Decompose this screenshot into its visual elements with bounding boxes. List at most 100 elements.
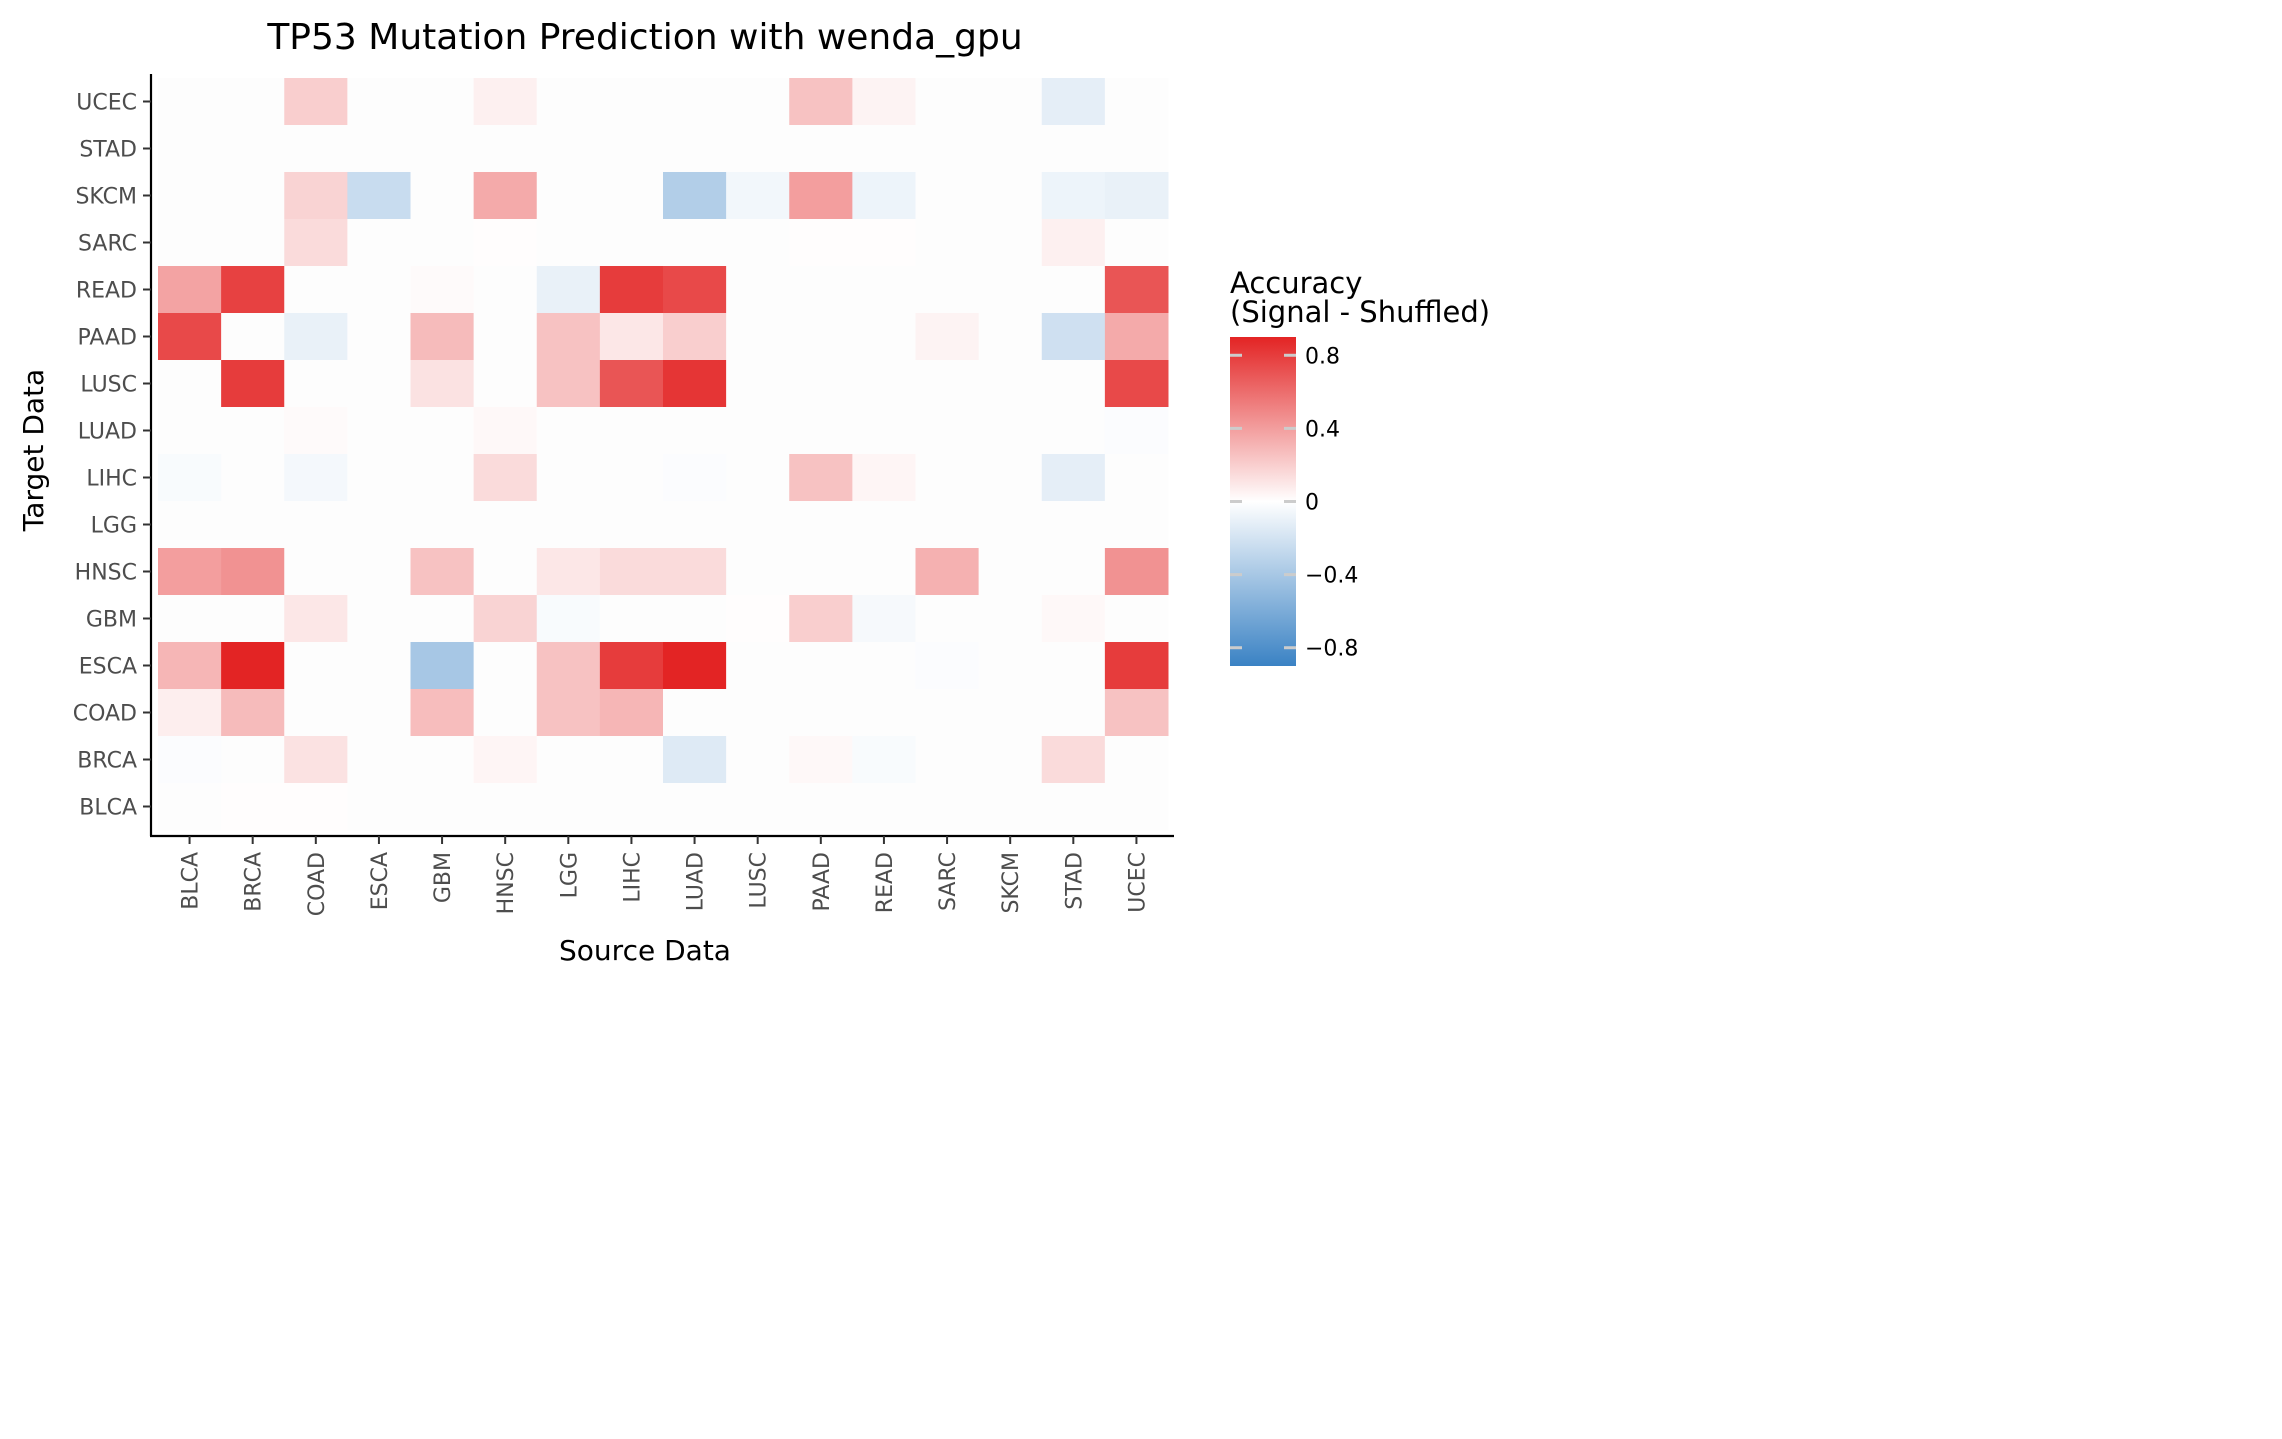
heatmap-cell-hnsc-luad: [663, 548, 727, 596]
y-tick-label: BRCA: [77, 749, 137, 774]
heatmap-cell-brca-hnsc: [473, 736, 538, 784]
y-ticks: UCEC STAD SKCM SARC READ PAAD LUSC LUAD LIHC LGG H…: [73, 91, 151, 821]
heatmap-cell-read-gbm: [410, 266, 475, 314]
heatmap-cell-stad-coad: [284, 125, 348, 173]
heatmap-cell-lusc-brca: [221, 360, 285, 408]
heatmap-cell-stad-read: [852, 125, 916, 173]
heatmap-cell-coad-gbm: [410, 689, 475, 737]
heatmap-cell-blca-hnsc: [473, 783, 538, 831]
heatmap-cell-sarc-sarc: [915, 219, 980, 267]
heatmap-cell-coad-lihc: [599, 689, 664, 737]
heatmap-cell-esca-ucec: [1104, 642, 1169, 690]
legend-tick-label: 0.8: [1305, 344, 1340, 369]
heatmap-cell-luad-hnsc: [473, 407, 538, 455]
heatmap-cell-brca-lgg: [536, 736, 601, 784]
heatmap-cell-sarc-lgg: [536, 219, 601, 267]
heatmap-cell-coad-stad: [1041, 689, 1106, 737]
heatmap-cell-coad-lgg: [536, 689, 601, 737]
heatmap-cell-blca-ucec: [1104, 783, 1169, 831]
heatmap-cell-hnsc-lusc: [726, 548, 790, 596]
heatmap-cell-esca-stad: [1041, 642, 1106, 690]
heatmap-cell-gbm-read: [852, 595, 916, 643]
heatmap-cell-lgg-skcm: [978, 501, 1043, 549]
heatmap-cell-esca-gbm: [410, 642, 475, 690]
y-tick-label: PAAD: [77, 326, 137, 351]
heatmap-cell-lgg-coad: [284, 501, 348, 549]
heatmap-cells: [158, 78, 1169, 831]
heatmap-cell-esca-blca: [158, 642, 222, 690]
heatmap-cell-skcm-lihc: [599, 172, 664, 220]
heatmap-cell-lgg-esca: [347, 501, 411, 549]
heatmap-cell-skcm-hnsc: [473, 172, 538, 220]
heatmap-cell-coad-luad: [663, 689, 727, 737]
heatmap-cell-sarc-gbm: [410, 219, 475, 267]
heatmap-cell-gbm-coad: [284, 595, 348, 643]
heatmap-cell-esca-lusc: [726, 642, 790, 690]
heatmap-cell-sarc-brca: [221, 219, 285, 267]
heatmap-cell-gbm-esca: [347, 595, 411, 643]
heatmap-cell-stad-stad: [1041, 125, 1106, 173]
heatmap-cell-stad-lihc: [599, 125, 664, 173]
heatmap-cell-lgg-luad: [663, 501, 727, 549]
heatmap-cell-brca-ucec: [1104, 736, 1169, 784]
heatmap-cell-brca-brca: [221, 736, 285, 784]
heatmap-cell-stad-luad: [663, 125, 727, 173]
x-tick-label: LUSC: [747, 852, 772, 909]
heatmap-cell-lihc-ucec: [1104, 454, 1169, 502]
x-ticks: BLCA BRCA COAD ESCA GBM HNSC LGG LIHC LUAD LUSC PA…: [179, 836, 1150, 916]
heatmap-cell-lihc-read: [852, 454, 916, 502]
heatmap-cell-hnsc-gbm: [410, 548, 475, 596]
legend-title-line2: (Signal - Shuffled): [1230, 295, 1490, 329]
heatmap-cell-lgg-lgg: [536, 501, 601, 549]
heatmap-cell-brca-esca: [347, 736, 411, 784]
heatmap-cell-brca-coad: [284, 736, 348, 784]
heatmap-cell-skcm-lusc: [726, 172, 790, 220]
heatmap-cell-skcm-esca: [347, 172, 411, 220]
heatmap-cell-brca-stad: [1041, 736, 1106, 784]
x-tick-label: UCEC: [1125, 852, 1150, 913]
heatmap-cell-hnsc-skcm: [978, 548, 1043, 596]
heatmap-cell-gbm-ucec: [1104, 595, 1169, 643]
heatmap-cell-gbm-skcm: [978, 595, 1043, 643]
heatmap-cell-paad-gbm: [410, 313, 475, 361]
heatmap-cell-skcm-luad: [663, 172, 727, 220]
heatmap-cell-ucec-stad: [1041, 78, 1106, 126]
heatmap-cell-stad-ucec: [1104, 125, 1169, 173]
y-tick-label: STAD: [79, 138, 137, 163]
heatmap-cell-brca-lusc: [726, 736, 790, 784]
heatmap-cell-lusc-sarc: [915, 360, 980, 408]
heatmap-cell-paad-ucec: [1104, 313, 1169, 361]
heatmap-cell-hnsc-blca: [158, 548, 222, 596]
heatmap-cell-ucec-luad: [663, 78, 727, 126]
heatmap-cell-gbm-hnsc: [473, 595, 538, 643]
heatmap-cell-read-lihc: [599, 266, 664, 314]
y-tick-label: UCEC: [76, 91, 137, 116]
legend-tick-label: −0.8: [1305, 637, 1358, 662]
heatmap-cell-lusc-lusc: [726, 360, 790, 408]
heatmap-cell-esca-skcm: [978, 642, 1043, 690]
heatmap-cell-sarc-esca: [347, 219, 411, 267]
x-tick-label: ESCA: [368, 852, 393, 910]
heatmap-cell-coad-hnsc: [473, 689, 538, 737]
heatmap-cell-skcm-read: [852, 172, 916, 220]
y-tick-label: LUSC: [80, 373, 137, 398]
heatmap-cell-blca-lgg: [536, 783, 601, 831]
heatmap-cell-brca-lihc: [599, 736, 664, 784]
heatmap-cell-ucec-brca: [221, 78, 285, 126]
heatmap-cell-hnsc-lihc: [599, 548, 664, 596]
legend-tick-label: 0: [1305, 491, 1319, 516]
y-tick-label: SARC: [78, 232, 137, 257]
heatmap-cell-paad-hnsc: [473, 313, 538, 361]
heatmap-cell-sarc-blca: [158, 219, 222, 267]
heatmap-cell-read-lusc: [726, 266, 790, 314]
heatmap-cell-lgg-read: [852, 501, 916, 549]
heatmap-cell-lihc-brca: [221, 454, 285, 502]
heatmap-cell-skcm-ucec: [1104, 172, 1169, 220]
y-tick-label: SKCM: [75, 185, 137, 210]
heatmap-cell-lihc-skcm: [978, 454, 1043, 502]
heatmap-cell-lihc-gbm: [410, 454, 475, 502]
heatmap-cell-ucec-read: [852, 78, 916, 126]
heatmap-cell-hnsc-coad: [284, 548, 348, 596]
heatmap-cell-lihc-esca: [347, 454, 411, 502]
heatmap-cell-paad-skcm: [978, 313, 1043, 361]
